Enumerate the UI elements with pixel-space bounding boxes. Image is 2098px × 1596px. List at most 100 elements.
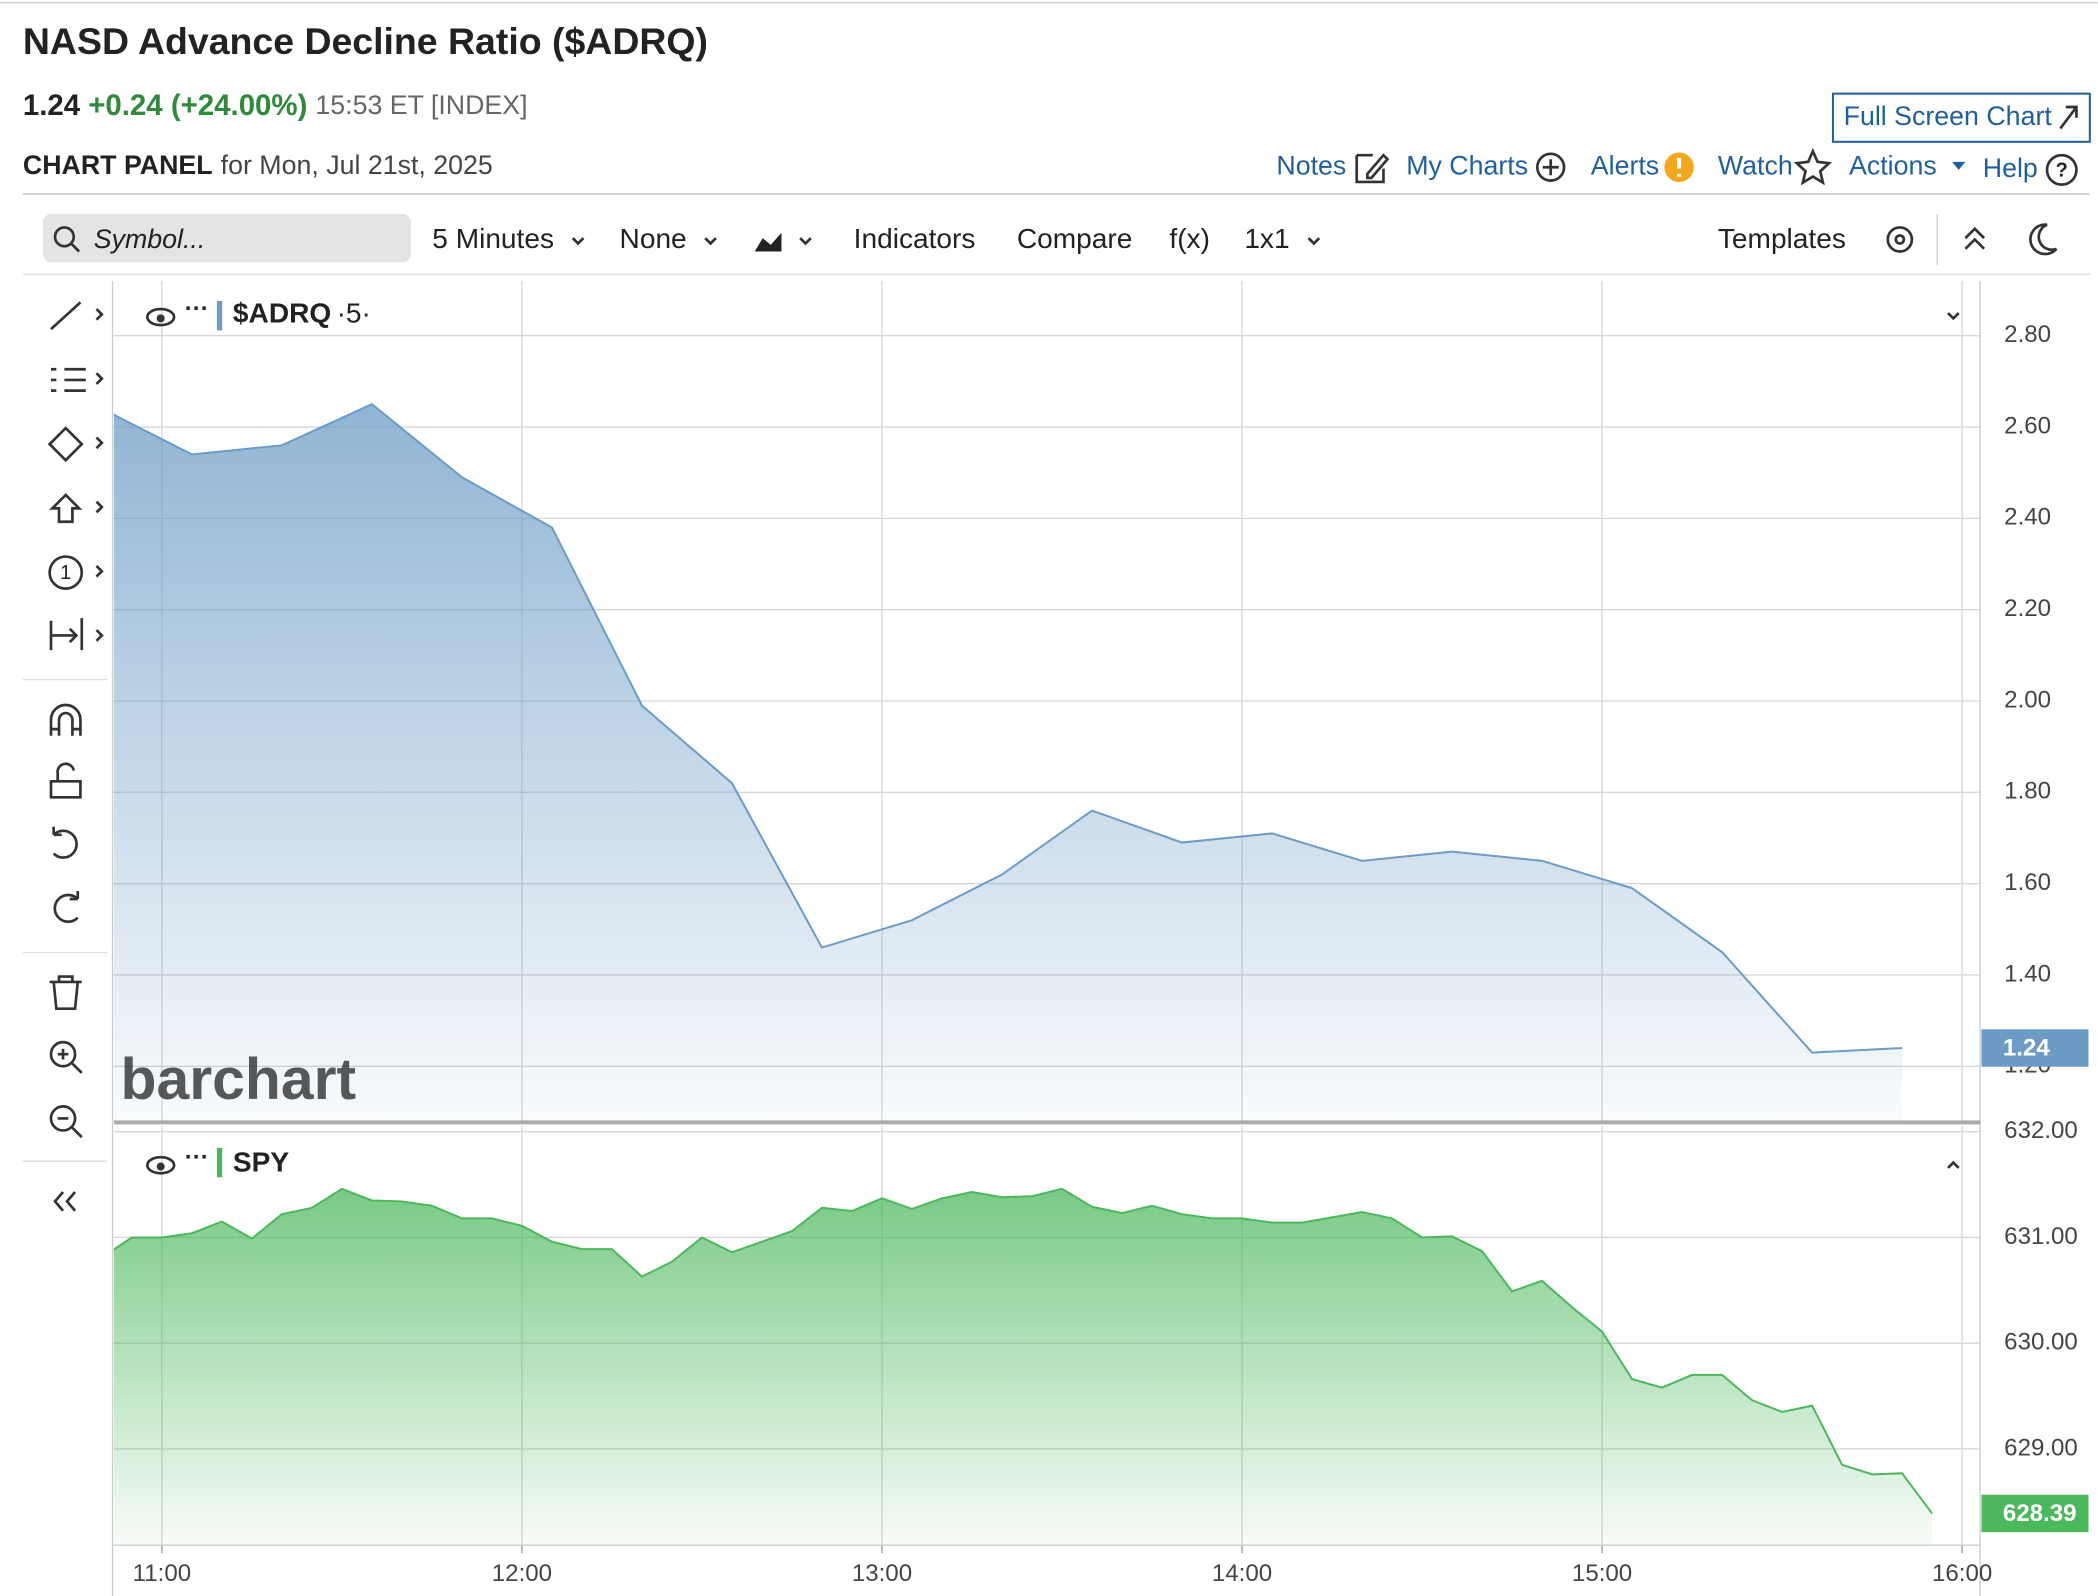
tool-delete[interactable] [49,975,82,1011]
symbol-placeholder: Symbol... [94,224,206,254]
panel-label: CHART PANEL [23,150,213,180]
caret [799,237,812,246]
y-tick-label: 630.00 [2004,1329,2078,1356]
tool-collapse[interactable] [53,1191,77,1212]
eye-icon[interactable] [145,307,176,327]
tool-line[interactable] [50,301,82,331]
y-tick-label: 2.40 [2004,504,2051,531]
tool-redo[interactable] [53,890,80,924]
search-icon-handle [70,242,81,253]
tool-zoom-in-mark [57,1048,83,1074]
change: +0.24 (+24.00%) [88,89,307,122]
last-value-label: 1.24 [2003,1035,2050,1062]
watermark: barchart [121,1047,357,1112]
tool-expanders [95,308,104,642]
y-tick-label: 1.40 [2004,960,2051,987]
y-tick-label: 1.80 [2004,778,2051,805]
panel-date: for Mon, Jul 21st, 2025 [221,150,493,180]
y-tick-label: 632.00 [2004,1117,2078,1144]
x-tick-label: 11:00 [133,1560,191,1587]
y-tick-label: 631.00 [2004,1223,2078,1250]
indicators-menu[interactable]: Indicators [854,223,976,254]
help-icon-mark: ? [2056,160,2068,182]
last-value-label: 628.39 [2003,1500,2077,1527]
x-tick-label: 13:00 [852,1560,912,1587]
dark-mode-icon[interactable] [2029,223,2058,256]
help-icon [2045,153,2078,186]
legend-label: SPY [233,1146,289,1177]
y-tick-label: 2.00 [2004,686,2051,713]
tool-undo[interactable] [52,826,78,859]
link-notes[interactable]: Notes [1276,150,1346,180]
y-tick-label: 2.80 [2004,321,2051,348]
tool-arrow[interactable] [49,493,83,524]
settings-icon[interactable] [1886,226,1914,253]
collapse-icon[interactable] [1964,226,1986,250]
link-my-charts[interactable]: My Charts [1406,150,1528,180]
compare-menu[interactable]: Compare [1017,223,1132,254]
legend-menu[interactable]: ··· [185,1144,209,1171]
search-icon [53,226,76,248]
caret-icon [1952,161,1966,170]
x-tick-label: 12:00 [492,1560,552,1587]
legend-bottom: ··· SPY [145,1144,1960,1178]
link-help[interactable]: Help [1983,153,2038,183]
tool-zoom-in[interactable] [49,1040,77,1068]
drawing-tools: 1 [22,301,108,1212]
plus-icon-cross [1542,159,1559,176]
legend-top: ··· $ADRQ ·5· [145,296,1960,331]
last-value-badge [1981,1494,2089,1533]
external-icon [2059,105,2078,130]
interval-menu[interactable]: 5 Minutes [432,223,554,254]
y-tick-label: 2.60 [2004,412,2051,439]
tool-lock[interactable] [49,762,82,799]
last-value-badge [1981,1029,2089,1067]
panel-toggle[interactable] [1947,312,1960,321]
link-alerts[interactable]: Alerts [1591,150,1659,180]
line [113,403,1903,1054]
y-tick-label: 2.20 [2004,595,2051,622]
quote-time: 15:53 ET [INDEX] [315,90,527,120]
x-tick-label: 15:00 [1572,1560,1632,1587]
study-menu[interactable]: None [620,223,687,254]
symbol-search[interactable] [42,214,411,263]
notes-icon [1355,153,1390,184]
quote: 1.24 +0.24 (+24.00%) 15:53 ET [INDEX] [23,89,528,122]
plot: 1.201.401.601.802.002.202.402.602.8011:0… [113,280,2078,1587]
legend-interval: ·5· [337,298,371,329]
full-screen-button[interactable] [1831,92,2091,143]
layout-menu[interactable]: 1x1 [1244,223,1289,254]
area-fill [113,404,1903,1122]
eye-pupil [156,1162,165,1171]
tool-fib[interactable] [50,367,86,392]
tool-note[interactable] [48,555,84,590]
function-menu[interactable]: f(x) [1169,223,1210,254]
full-screen-text[interactable]: Full Screen Chart [1844,101,2053,131]
chart-type-icon[interactable] [754,232,782,252]
legend-name: $ADRQ ·5· [233,298,371,329]
legend-swatch [216,1147,223,1178]
legend-label: $ADRQ [233,298,331,329]
panel-toggle[interactable] [1947,1160,1960,1169]
tool-shape[interactable] [47,426,84,463]
tool-zoom-out[interactable] [49,1105,77,1132]
panel-title: CHART PANEL for Mon, Jul 21st, 2025 [23,150,493,180]
caret [1307,237,1321,246]
legend-menu[interactable]: ··· [185,296,209,323]
y-tick-label: 1.60 [2004,869,2051,896]
eye-icon[interactable] [145,1155,176,1175]
tool-zoom-out-mark [57,1117,83,1139]
title: NASD Advance Decline Ratio ($ADRQ) [23,20,708,62]
plus-icon [1535,152,1566,182]
legend-swatch [216,301,223,331]
link-actions[interactable]: Actions [1849,150,1937,180]
tool-measure[interactable] [49,618,84,651]
tool-note-mark: 1 [60,562,71,584]
link-watch[interactable]: Watch [1718,150,1793,180]
templates-menu[interactable]: Templates [1718,223,1846,254]
caret [571,237,585,246]
x-tick-label: 16:00 [1932,1560,1992,1587]
tool-magnet[interactable] [49,703,82,736]
line [113,1187,1933,1515]
